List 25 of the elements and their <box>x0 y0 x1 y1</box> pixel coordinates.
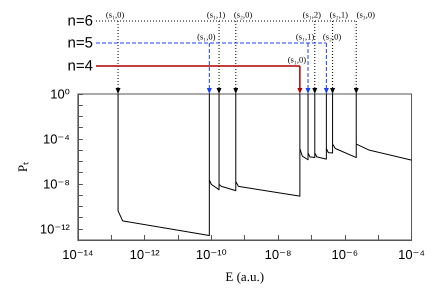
y-tick-label: 10⁻⁴ <box>42 131 70 146</box>
ref-line-label: (s₁,0) <box>106 10 124 20</box>
x-tick-label: 10⁻⁴ <box>398 247 426 262</box>
text: n=6 <box>68 12 93 30</box>
x-tick-label: 10⁻¹⁴ <box>62 247 94 262</box>
text: n=4 <box>68 58 93 74</box>
text: n=5 <box>68 34 93 52</box>
x-tick-label: 10⁻⁶ <box>331 247 358 262</box>
ref-line-label: (s₁,2) <box>302 10 322 20</box>
ref-line-label: (s₁,1) <box>296 32 314 42</box>
ref-line-label: (s₁,0) <box>197 32 216 42</box>
ref-line-label: (s₁,0) <box>288 54 306 64</box>
ref-line-label: (s₁,1) <box>206 10 226 20</box>
x-tick-label: 10⁻¹⁰ <box>196 247 227 262</box>
ref-line-label: (s₂,1) <box>330 10 348 20</box>
y-tick-label: 10⁻¹² <box>40 221 71 236</box>
x-tick-label: 10⁻¹² <box>130 247 160 262</box>
x-axis-title: E (a.u.) <box>225 269 264 284</box>
y-tick-label: 10⁰ <box>50 86 70 102</box>
y-axis-title: Pₜ <box>15 162 30 172</box>
ref-line-label: (s₂,0) <box>322 32 342 42</box>
ref-line-label: (s₂,0) <box>234 10 252 20</box>
ref-line-label: (s₃,0) <box>356 10 376 20</box>
y-tick-label: 10⁻⁸ <box>43 176 70 192</box>
x-tick-label: 10⁻⁸ <box>264 247 292 262</box>
